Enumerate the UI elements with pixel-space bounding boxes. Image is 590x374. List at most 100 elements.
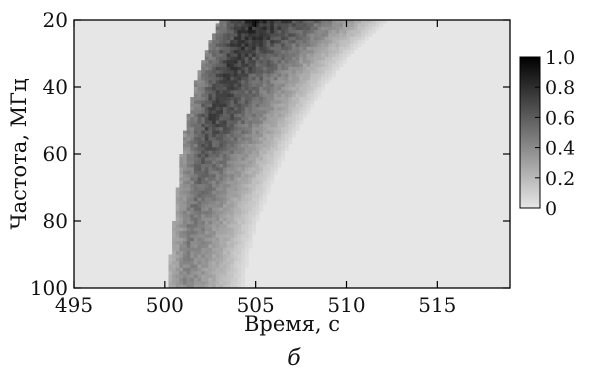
heatmap-cell [295,23,300,28]
heatmap-cell [244,204,249,208]
heatmap-cell [255,76,260,81]
heatmap-cell [204,127,209,131]
heatmap-cell [302,36,307,41]
heatmap-cell [183,247,187,252]
heatmap-cell [237,190,242,195]
heatmap-cell [172,284,177,289]
heatmap-cell [197,224,202,229]
heatmap-cell [277,100,282,105]
heatmap-cell [186,214,191,218]
heatmap-cell [226,20,231,24]
heatmap-cell [255,53,260,58]
heatmap-cell [244,234,249,239]
heatmap-cell [248,200,253,205]
heatmap-cell [219,247,224,252]
heatmap-cell [328,26,333,31]
heatmap-cell [262,127,267,131]
heatmap-cell [281,113,286,118]
heatmap-cell [172,281,177,285]
heatmap-cell [295,113,300,118]
heatmap-cell [179,197,184,202]
heatmap-cell [190,277,195,282]
heatmap-cell [259,43,264,48]
heatmap-cell [299,46,304,51]
heatmap-cell [212,73,217,78]
heatmap-cell [328,53,333,58]
heatmap-cell [230,56,235,61]
heatmap-cell [186,157,191,162]
heatmap-cell [335,40,340,44]
heatmap-cell [226,103,231,108]
heatmap-cell [281,36,286,41]
heatmap-cell [299,80,304,84]
heatmap-cell [215,93,220,98]
heatmap-cell [219,214,224,218]
heatmap-cell [252,60,257,64]
heatmap-cell [226,143,231,148]
heatmap-cell [233,100,238,105]
heatmap-cell [262,20,267,24]
heatmap-cell [299,100,304,105]
heatmap-cell [244,60,249,64]
heatmap-cell [259,70,264,74]
heatmap-cell [226,204,231,208]
heatmap-cell [233,241,238,245]
heatmap-cell [346,26,351,31]
heatmap-cell [212,190,217,195]
heatmap-cell [310,46,315,51]
heatmap-cell [193,254,198,259]
heatmap-cell [252,103,257,108]
heatmap-cell [186,160,191,165]
heatmap-cell [183,227,187,232]
heatmap-cell [288,123,293,128]
heatmap-cell [302,80,307,84]
heatmap-cell [204,221,209,225]
heatmap-cell [230,76,235,81]
heatmap-cell [342,36,347,41]
heatmap-cell [190,210,195,215]
heatmap-cell [219,234,224,239]
heatmap-cell [310,60,315,64]
heatmap-cell [353,36,358,41]
heatmap-cell [262,160,267,165]
heatmap-cell [190,107,195,111]
heatmap-cell [175,254,180,259]
heatmap-cell [230,107,235,111]
heatmap-cell [244,66,249,71]
heatmap-cell [284,33,289,38]
heatmap-cell [277,123,282,128]
heatmap-cell [277,97,282,101]
heatmap-cell [226,224,231,229]
heatmap-cell [302,53,307,58]
heatmap-cell [204,100,209,105]
heatmap-cell [324,80,329,84]
heatmap-cell [204,200,209,205]
heatmap-cell [259,204,264,208]
heatmap-cell [186,140,191,145]
heatmap-cell [302,103,307,108]
heatmap-cell [339,33,344,38]
heatmap-cell [262,143,267,148]
x-tick-label: 495 [55,293,93,317]
heatmap-cell [273,53,278,58]
heatmap-cell [215,231,220,235]
heatmap-cell [172,261,177,265]
heatmap-cell [237,164,242,168]
heatmap-cell [193,130,198,135]
heatmap-cell [226,120,231,125]
heatmap-cell [201,184,206,188]
heatmap-cell [252,130,257,135]
heatmap-cell [321,33,326,38]
heatmap-cell [226,140,231,145]
heatmap-cell [230,70,235,74]
heatmap-cell [270,100,275,105]
heatmap-cell [237,284,242,289]
heatmap-cell [328,60,333,64]
heatmap-cell [226,147,231,151]
heatmap-cell [204,170,209,175]
heatmap-cell [346,36,351,41]
heatmap-cell [222,70,227,74]
heatmap-cell [237,20,242,24]
heatmap-cell [237,60,242,64]
heatmap-cell [226,36,231,41]
